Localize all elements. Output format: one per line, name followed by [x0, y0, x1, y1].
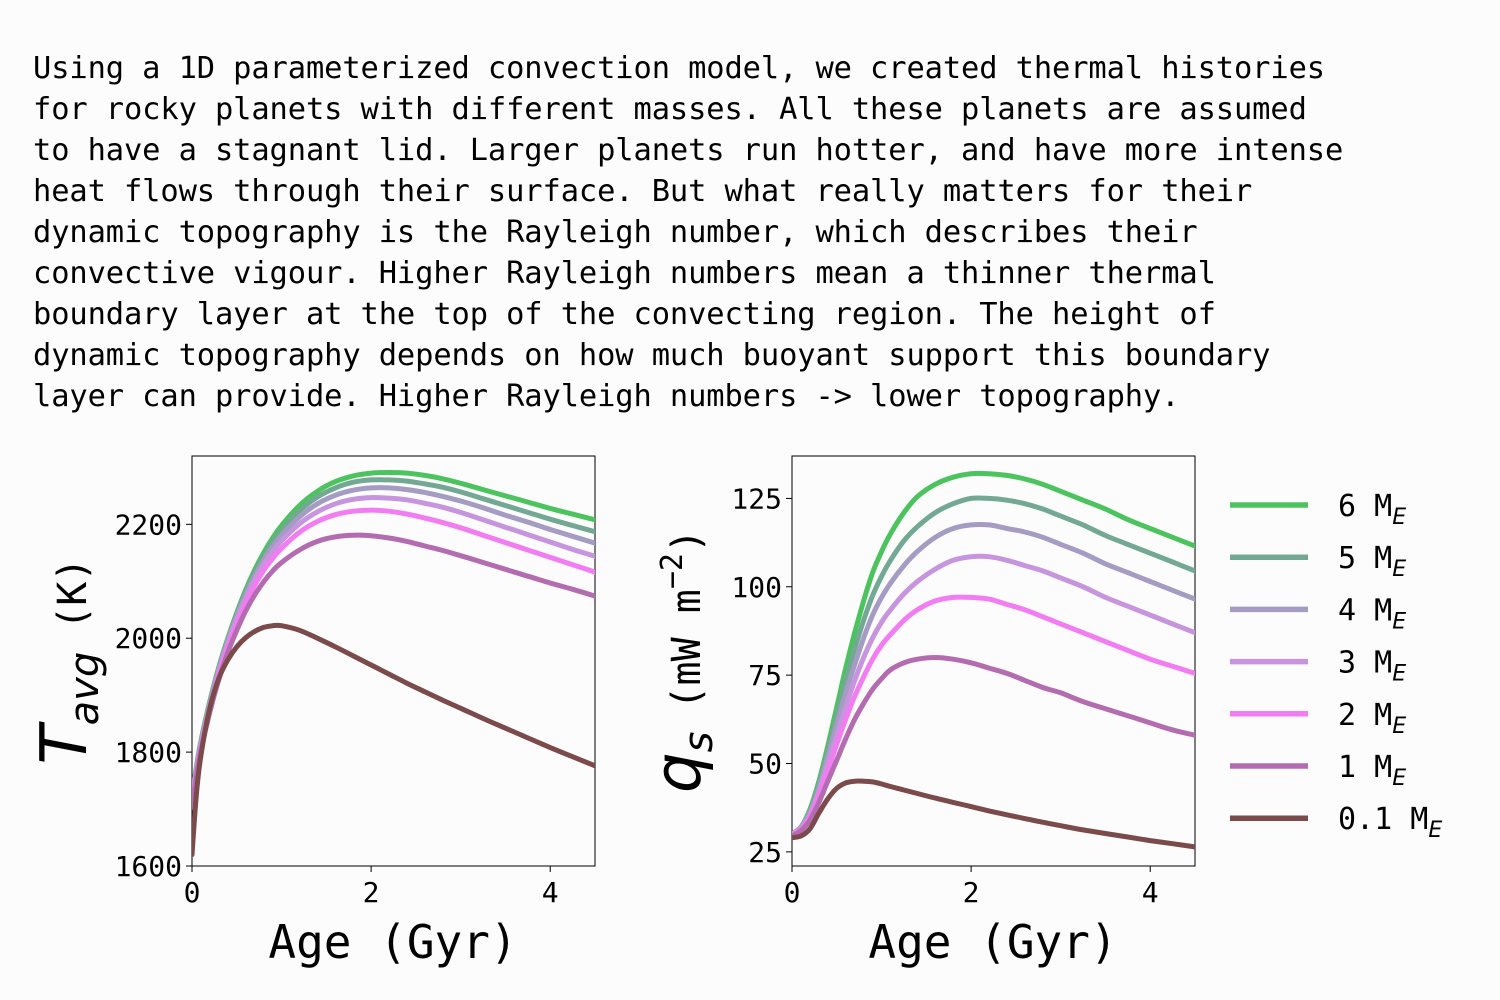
legend-label: 5 ME	[1338, 541, 1406, 582]
temperature-y-axis-label: Tavg (K)	[28, 558, 108, 765]
temperature-plot-frame	[191, 455, 596, 867]
temperature-axes: 0 2 4 1600 1800 2000 2200	[115, 508, 559, 909]
heatflow-y-symbol: q	[642, 752, 716, 793]
legend-item-4-me: 4 ME	[1230, 593, 1406, 634]
temperature-x-tick-label-0: 0	[184, 876, 201, 909]
intro-paragraph: Using a 1D parameterized convection mode…	[33, 51, 1344, 414]
heatflow-series-3-m-e	[792, 553, 1195, 837]
legend-item-1-me: 1 ME	[1230, 750, 1406, 791]
heatflow-x-tick-label-2: 2	[963, 876, 980, 909]
temperature-y-tick-label-2000: 2000	[115, 622, 182, 655]
legend-item-0-1-me: 0.1 ME	[1230, 802, 1442, 843]
heatflow-x-tick-label-0: 0	[784, 876, 801, 909]
heatflow-x-tick-label-4: 4	[1142, 876, 1159, 909]
legend-label: 0.1 ME	[1338, 802, 1442, 843]
heatflow-series-1-m-e	[792, 654, 1195, 839]
legend-label: 2 ME	[1338, 698, 1406, 739]
temperature-series-0-1-m-e	[192, 622, 595, 858]
temperature-series-2-m-e	[192, 507, 595, 807]
heatflow-series-0-1-m-e	[792, 778, 1195, 850]
temperature-chart: 0 2 4 1600 1800 2000 2200 Age (Gyr) Tavg (K)	[28, 455, 596, 969]
temperature-x-axis-label: Age (Gyr)	[268, 915, 517, 969]
heatflow-y-tick-label-25: 25	[748, 836, 782, 869]
legend-item-3-me: 3 ME	[1230, 646, 1406, 687]
heatflow-y-axis-label: qs (mW m−2)	[642, 529, 722, 793]
temperature-y-tick-label-1600: 1600	[115, 850, 182, 883]
heatflow-axes: 0 2 4 25 50 75 100 125	[731, 482, 1158, 909]
temperature-y-subscript: avg	[62, 652, 108, 726]
heatflow-plot-frame	[791, 455, 1196, 867]
heatflow-chart: 0 2 4 25 50 75 100 125 Age (Gyr) qs (mW m−2)	[642, 455, 1196, 969]
temperature-x-tick-label-2: 2	[363, 876, 380, 909]
heatflow-series-group	[792, 470, 1195, 850]
temperature-y-symbol: T	[28, 720, 102, 764]
legend: 6 ME 5 ME 4 ME 3 ME 2 ME 1 ME 0.1 ME	[1230, 489, 1442, 843]
temperature-series-group	[192, 469, 595, 858]
temperature-y-tick-label-1800: 1800	[115, 736, 182, 769]
legend-label: 1 ME	[1338, 750, 1406, 791]
temperature-series-5-m-e	[192, 477, 595, 802]
temperature-y-unit: (K)	[50, 558, 96, 630]
temperature-y-tick-label-2200: 2200	[115, 508, 182, 541]
heatflow-y-tick-label-100: 100	[731, 571, 782, 604]
legend-label: 3 ME	[1338, 646, 1406, 687]
temperature-series-3-m-e	[192, 495, 595, 805]
legend-item-6-me: 6 ME	[1230, 489, 1406, 530]
heatflow-y-tick-label-125: 125	[731, 482, 782, 515]
legend-item-2-me: 2 ME	[1230, 698, 1406, 739]
heatflow-y-tick-label-75: 75	[748, 659, 782, 692]
heatflow-y-unit-close: )	[664, 529, 710, 553]
heatflow-x-axis-label: Age (Gyr)	[868, 915, 1117, 969]
heatflow-y-unit-superscript: −2	[655, 553, 690, 589]
heatflow-y-subscript: s	[676, 732, 722, 753]
legend-item-5-me: 5 ME	[1230, 541, 1406, 582]
heatflow-series-2-m-e	[792, 594, 1195, 837]
heatflow-y-unit: (mW m	[664, 589, 710, 709]
heatflow-y-tick-label-50: 50	[748, 748, 782, 781]
heatflow-series-4-m-e	[792, 521, 1195, 837]
legend-label: 6 ME	[1338, 489, 1406, 530]
legend-label: 4 ME	[1338, 593, 1406, 634]
temperature-x-tick-label-4: 4	[542, 876, 559, 909]
